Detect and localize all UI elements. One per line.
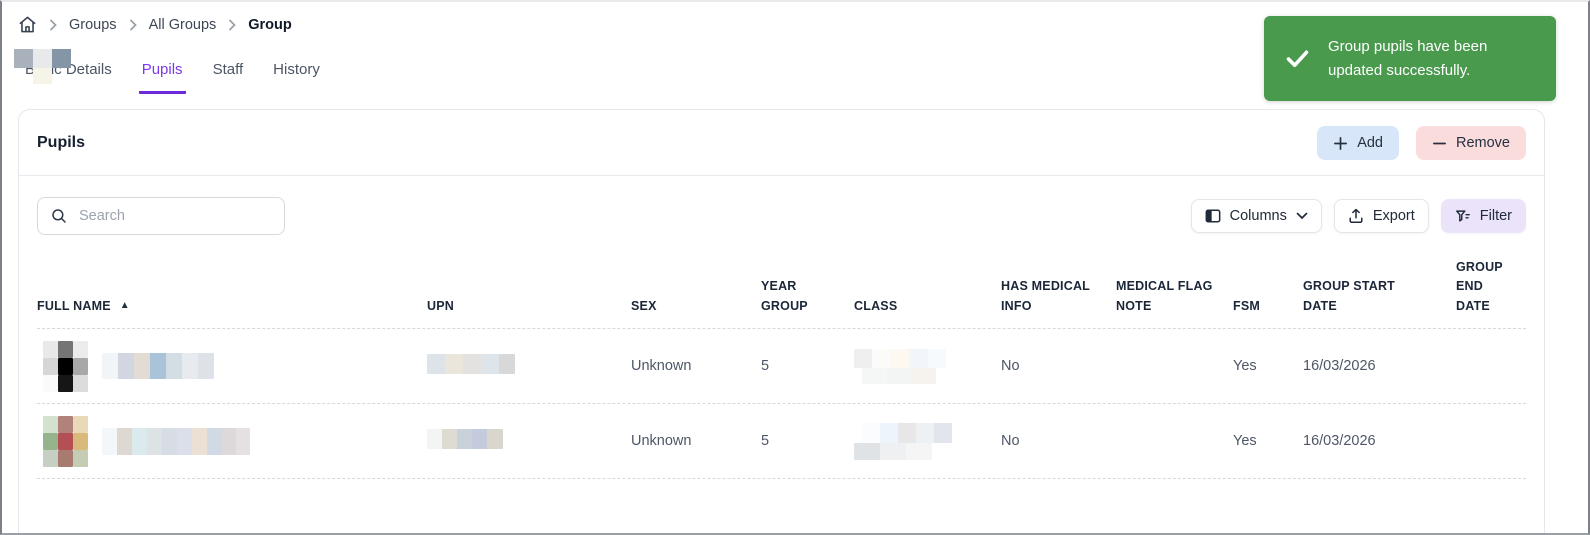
search-icon	[50, 207, 68, 225]
pupils-table: FULL NAME ▲ UPN SEX YEAR GROUP CLASS HAS…	[19, 252, 1544, 480]
redacted-avatar	[43, 415, 88, 467]
redacted-class	[862, 367, 936, 384]
cell-full-name	[37, 415, 427, 467]
plus-icon	[1333, 136, 1348, 151]
cell-year-group: 5	[761, 433, 770, 450]
chevron-right-icon	[227, 19, 237, 31]
cell-group-start-date: 16/03/2026	[1303, 358, 1376, 375]
column-header-class[interactable]: CLASS	[854, 298, 898, 313]
minus-icon	[1432, 136, 1447, 151]
table-header-row: FULL NAME ▲ UPN SEX YEAR GROUP CLASS HAS…	[37, 258, 1526, 330]
search-input[interactable]	[79, 208, 272, 224]
redacted-class	[854, 442, 932, 460]
chevron-right-icon	[48, 19, 58, 31]
cell-year-group: 5	[761, 358, 770, 375]
column-header-medical-flag-note[interactable]: MEDICAL FLAG NOTE	[1116, 279, 1213, 313]
cell-upn	[427, 429, 631, 453]
add-button-label: Add	[1357, 135, 1383, 151]
column-header-has-medical-info[interactable]: HAS MEDICAL INFO	[1001, 279, 1090, 313]
breadcrumb-group-current: Group	[248, 16, 292, 33]
remove-button[interactable]: Remove	[1416, 126, 1526, 160]
check-icon	[1284, 45, 1311, 72]
column-header-fsm[interactable]: FSM	[1233, 298, 1260, 313]
tab-bar: Basic Details Pupils Staff History	[2, 61, 1588, 94]
sort-asc-icon: ▲	[119, 300, 130, 312]
cell-fsm: Yes	[1233, 358, 1257, 375]
redacted-name	[102, 353, 214, 380]
home-icon[interactable]	[18, 15, 37, 34]
column-header-group-start-date[interactable]: GROUP START DATE	[1303, 279, 1396, 313]
export-button[interactable]: Export	[1333, 199, 1429, 233]
cell-has-medical-info: No	[1001, 358, 1020, 375]
pupils-panel: Pupils Add Remove	[18, 109, 1545, 533]
column-header-group-end-date[interactable]: GROUP END DATE	[1456, 260, 1503, 313]
column-header-label: FULL NAME	[37, 298, 111, 313]
search-box	[37, 197, 285, 235]
cell-sex: Unknown	[631, 358, 692, 375]
column-header-full-name[interactable]: FULL NAME ▲	[37, 297, 427, 316]
pupils-panel-header: Pupils Add Remove	[19, 110, 1544, 176]
redacted-group-logo	[14, 49, 71, 84]
redacted-class	[854, 348, 946, 368]
add-button[interactable]: Add	[1317, 126, 1399, 160]
cell-group-start-date: 16/03/2026	[1303, 433, 1376, 450]
column-header-sex[interactable]: SEX	[631, 298, 657, 313]
cell-class	[854, 422, 1001, 460]
cell-class	[854, 348, 1001, 384]
columns-icon	[1205, 208, 1221, 224]
panel-title: Pupils	[37, 134, 86, 151]
chevron-down-icon	[1296, 212, 1308, 220]
toast-message: Group pupils have been updated successfu…	[1328, 38, 1488, 79]
export-button-label: Export	[1372, 208, 1415, 224]
columns-button[interactable]: Columns	[1190, 199, 1322, 233]
breadcrumb-all-groups[interactable]: All Groups	[148, 16, 217, 33]
redacted-name	[102, 427, 250, 455]
chevron-right-icon	[128, 19, 138, 31]
tab-staff[interactable]: Staff	[212, 61, 244, 78]
cell-full-name	[37, 340, 427, 392]
columns-button-label: Columns	[1229, 208, 1287, 224]
redacted-upn	[427, 354, 515, 375]
table-row[interactable]: Unknown 5 No Yes 16/03/2026	[37, 404, 1526, 480]
redacted-class	[862, 422, 952, 443]
filter-button[interactable]: Filter	[1440, 199, 1526, 233]
redacted-avatar	[43, 340, 88, 392]
breadcrumb-groups[interactable]: Groups	[69, 16, 117, 33]
column-header-upn[interactable]: UPN	[427, 298, 454, 313]
success-toast: Group pupils have been updated successfu…	[1264, 16, 1556, 101]
remove-button-label: Remove	[1456, 135, 1510, 151]
table-toolbar: Columns Export Filter	[19, 176, 1544, 252]
cell-has-medical-info: No	[1001, 433, 1020, 450]
table-row[interactable]: Unknown 5 No Yes 16/03/2026	[37, 329, 1526, 405]
column-header-year-group[interactable]: YEAR GROUP	[761, 279, 808, 313]
breadcrumb: Groups All Groups Group	[2, 2, 1588, 34]
filter-button-label: Filter	[1479, 208, 1512, 224]
export-icon	[1348, 208, 1364, 224]
tab-pupils[interactable]: Pupils	[138, 61, 186, 94]
redacted-upn	[427, 429, 503, 450]
cell-sex: Unknown	[631, 433, 692, 450]
tab-history[interactable]: History	[273, 61, 320, 78]
cell-upn	[427, 354, 631, 378]
filter-icon	[1455, 208, 1471, 224]
cell-fsm: Yes	[1233, 433, 1257, 450]
